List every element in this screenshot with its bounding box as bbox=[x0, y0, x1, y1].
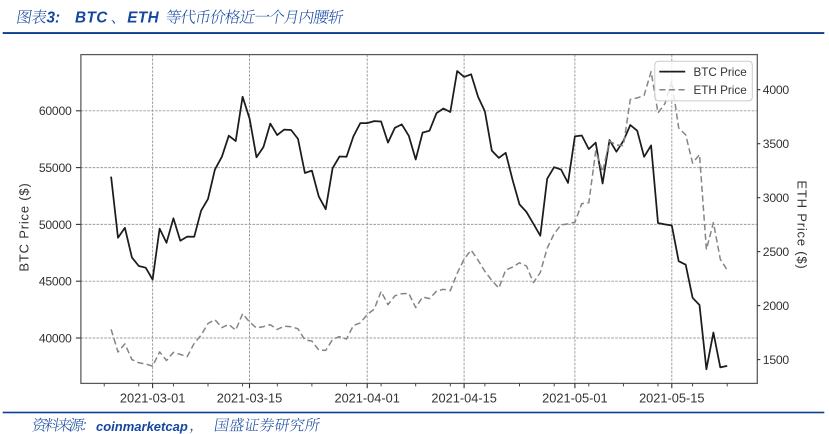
svg-text:2021-05-01: 2021-05-01 bbox=[542, 390, 607, 405]
svg-text:2000: 2000 bbox=[763, 299, 790, 313]
svg-text:2021-04-01: 2021-04-01 bbox=[334, 390, 399, 405]
svg-text:1500: 1500 bbox=[763, 353, 790, 367]
svg-text:3500: 3500 bbox=[763, 137, 790, 151]
svg-text:3000: 3000 bbox=[763, 191, 790, 205]
svg-text:2021-05-15: 2021-05-15 bbox=[639, 390, 704, 405]
svg-text:3:: 3: bbox=[47, 10, 61, 27]
svg-text:4000: 4000 bbox=[763, 83, 790, 97]
svg-text:60000: 60000 bbox=[39, 104, 72, 118]
svg-text:40000: 40000 bbox=[39, 331, 72, 345]
svg-text:BTC Price ($): BTC Price ($) bbox=[17, 182, 32, 271]
svg-text:50000: 50000 bbox=[39, 218, 72, 232]
svg-text:55000: 55000 bbox=[39, 161, 72, 175]
svg-text:ETH Price ($): ETH Price ($) bbox=[795, 180, 810, 269]
svg-text:BTC: BTC bbox=[75, 10, 108, 27]
svg-text:BTC Price: BTC Price bbox=[694, 66, 747, 79]
svg-text:2500: 2500 bbox=[763, 245, 790, 259]
svg-text:2021-03-15: 2021-03-15 bbox=[217, 390, 282, 405]
svg-text:2021-04-15: 2021-04-15 bbox=[431, 390, 496, 405]
svg-text:coinmarketcap: coinmarketcap bbox=[96, 419, 188, 434]
svg-text:ETH Price: ETH Price bbox=[694, 84, 747, 97]
svg-text:45000: 45000 bbox=[39, 275, 72, 289]
svg-text:2021-03-01: 2021-03-01 bbox=[120, 390, 185, 405]
svg-text:ETH: ETH bbox=[127, 10, 159, 27]
